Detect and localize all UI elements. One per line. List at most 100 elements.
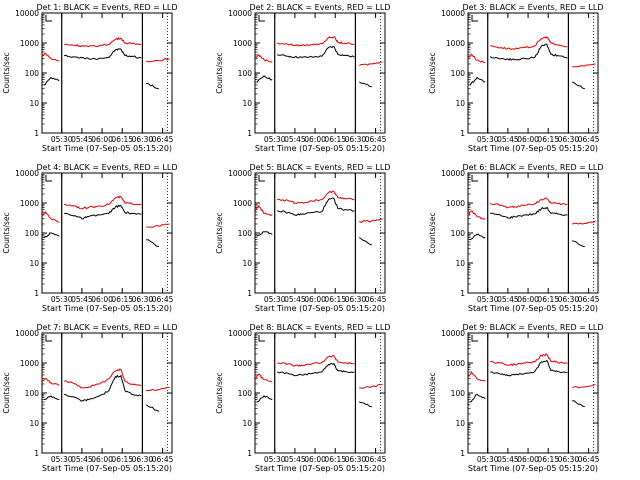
corner-bracket bbox=[471, 335, 478, 342]
data-point bbox=[344, 198, 346, 200]
x-tick-label: 05:45 bbox=[71, 135, 93, 144]
x-tick-label: 06:30 bbox=[345, 455, 367, 464]
plot-title: Det 9: BLACK = Events, RED = LLD bbox=[463, 323, 604, 332]
data-point bbox=[81, 45, 83, 47]
data-point bbox=[271, 61, 273, 63]
data-point bbox=[287, 212, 289, 213]
data-point bbox=[146, 390, 147, 392]
data-point bbox=[321, 55, 323, 57]
data-point bbox=[58, 221, 60, 223]
data-point bbox=[294, 365, 296, 367]
data-point bbox=[557, 55, 559, 57]
x-tick-label: 05:30 bbox=[264, 455, 286, 464]
x-tick-label: 06:15 bbox=[537, 135, 559, 144]
x-axis-label: Start Time (07-Sep-05 05:15:20) bbox=[255, 464, 385, 473]
data-point bbox=[263, 213, 265, 214]
data-point bbox=[484, 398, 486, 400]
data-point bbox=[301, 57, 303, 58]
data-point bbox=[484, 62, 486, 64]
x-tick-label: 05:30 bbox=[51, 295, 73, 304]
data-point bbox=[328, 47, 329, 49]
data-point bbox=[277, 199, 278, 200]
data-point bbox=[108, 203, 110, 205]
x-tick-label: 06:00 bbox=[91, 135, 113, 144]
series-line-lld bbox=[254, 354, 383, 389]
x-tick-label: 06:00 bbox=[517, 295, 539, 304]
data-point bbox=[371, 86, 372, 88]
y-tick-label: 1000 bbox=[446, 39, 465, 48]
data-point bbox=[541, 45, 542, 47]
y-tick-label: 100 bbox=[238, 69, 253, 78]
data-point bbox=[58, 384, 60, 386]
y-axis-label: Counts/sec bbox=[2, 212, 11, 253]
data-point bbox=[359, 64, 360, 66]
detector-panel-6: Det 6: BLACK = Events, RED = LLD 1 10 100 10… bbox=[428, 163, 603, 313]
data-point bbox=[524, 204, 526, 206]
data-point bbox=[263, 59, 265, 60]
detector-panel-5: Det 5: BLACK = Events, RED = LLD 1 10 100 10… bbox=[215, 163, 390, 313]
data-point bbox=[321, 211, 323, 212]
x-tick-label: 06:45 bbox=[578, 135, 600, 144]
data-point bbox=[572, 223, 573, 225]
data-point bbox=[41, 380, 42, 382]
x-tick-label: 05:30 bbox=[477, 135, 499, 144]
y-tick-label: 10000 bbox=[15, 329, 39, 338]
x-axis-label: Start Time (07-Sep-05 05:15:20) bbox=[255, 304, 385, 313]
data-point bbox=[484, 218, 486, 220]
x-tick-label: 06:30 bbox=[132, 455, 154, 464]
data-point bbox=[271, 399, 273, 401]
x-tick-label: 06:45 bbox=[578, 295, 600, 304]
data-point bbox=[524, 214, 526, 216]
x-tick-label: 05:30 bbox=[477, 295, 499, 304]
data-point bbox=[476, 59, 478, 61]
detector-panel-9: Det 9: BLACK = Events, RED = LLD 1 10 100 10… bbox=[428, 323, 603, 473]
data-point bbox=[572, 387, 573, 389]
y-tick-label: 1 bbox=[247, 289, 252, 298]
data-point bbox=[88, 46, 90, 47]
data-point bbox=[584, 246, 585, 248]
data-point bbox=[566, 214, 568, 216]
x-axis-label: Start Time (07-Sep-05 05:15:20) bbox=[468, 144, 598, 153]
y-tick-label: 10000 bbox=[441, 329, 465, 338]
data-point bbox=[43, 84, 45, 86]
x-tick-label: 05:45 bbox=[497, 455, 519, 464]
data-point bbox=[328, 356, 329, 358]
data-point bbox=[311, 212, 313, 213]
data-point bbox=[124, 380, 126, 382]
data-point bbox=[115, 370, 116, 372]
data-point bbox=[124, 202, 126, 204]
data-point bbox=[140, 43, 142, 45]
data-point bbox=[594, 220, 596, 222]
plot-title: Det 4: BLACK = Events, RED = LLD bbox=[37, 163, 178, 172]
data-point bbox=[541, 354, 542, 356]
x-tick-label: 05:45 bbox=[284, 135, 306, 144]
data-point bbox=[594, 384, 596, 386]
y-axis-label: Counts/sec bbox=[428, 372, 437, 413]
data-point bbox=[98, 45, 100, 46]
data-point bbox=[328, 192, 329, 194]
data-point bbox=[277, 42, 278, 44]
data-point bbox=[131, 55, 133, 57]
detector-panel-8: Det 8: BLACK = Events, RED = LLD 1 10 100 10… bbox=[215, 323, 390, 473]
data-point bbox=[120, 205, 122, 207]
x-tick-label: 06:45 bbox=[365, 135, 387, 144]
data-point bbox=[301, 201, 303, 203]
data-point bbox=[469, 239, 471, 241]
data-point bbox=[353, 210, 355, 212]
data-point bbox=[566, 203, 568, 205]
data-point bbox=[98, 395, 100, 397]
data-point bbox=[557, 371, 559, 372]
detector-panel-1: Det 1: BLACK = Events, RED = LLD 1 10 100 10… bbox=[2, 3, 177, 153]
data-point bbox=[158, 225, 159, 227]
detector-panel-3: Det 3: BLACK = Events, RED = LLD 1 10 100 10… bbox=[428, 3, 603, 153]
x-tick-label: 05:30 bbox=[264, 295, 286, 304]
data-point bbox=[371, 220, 372, 222]
detector-panel-4: Det 4: BLACK = Events, RED = LLD 1 10 100 10… bbox=[2, 163, 177, 313]
plot-title: Det 6: BLACK = Events, RED = LLD bbox=[463, 163, 604, 172]
data-point bbox=[301, 213, 303, 215]
data-point bbox=[258, 205, 259, 207]
x-tick-label: 06:30 bbox=[345, 135, 367, 144]
y-axis-label: Counts/sec bbox=[215, 52, 224, 93]
series-line-lld bbox=[41, 368, 170, 392]
